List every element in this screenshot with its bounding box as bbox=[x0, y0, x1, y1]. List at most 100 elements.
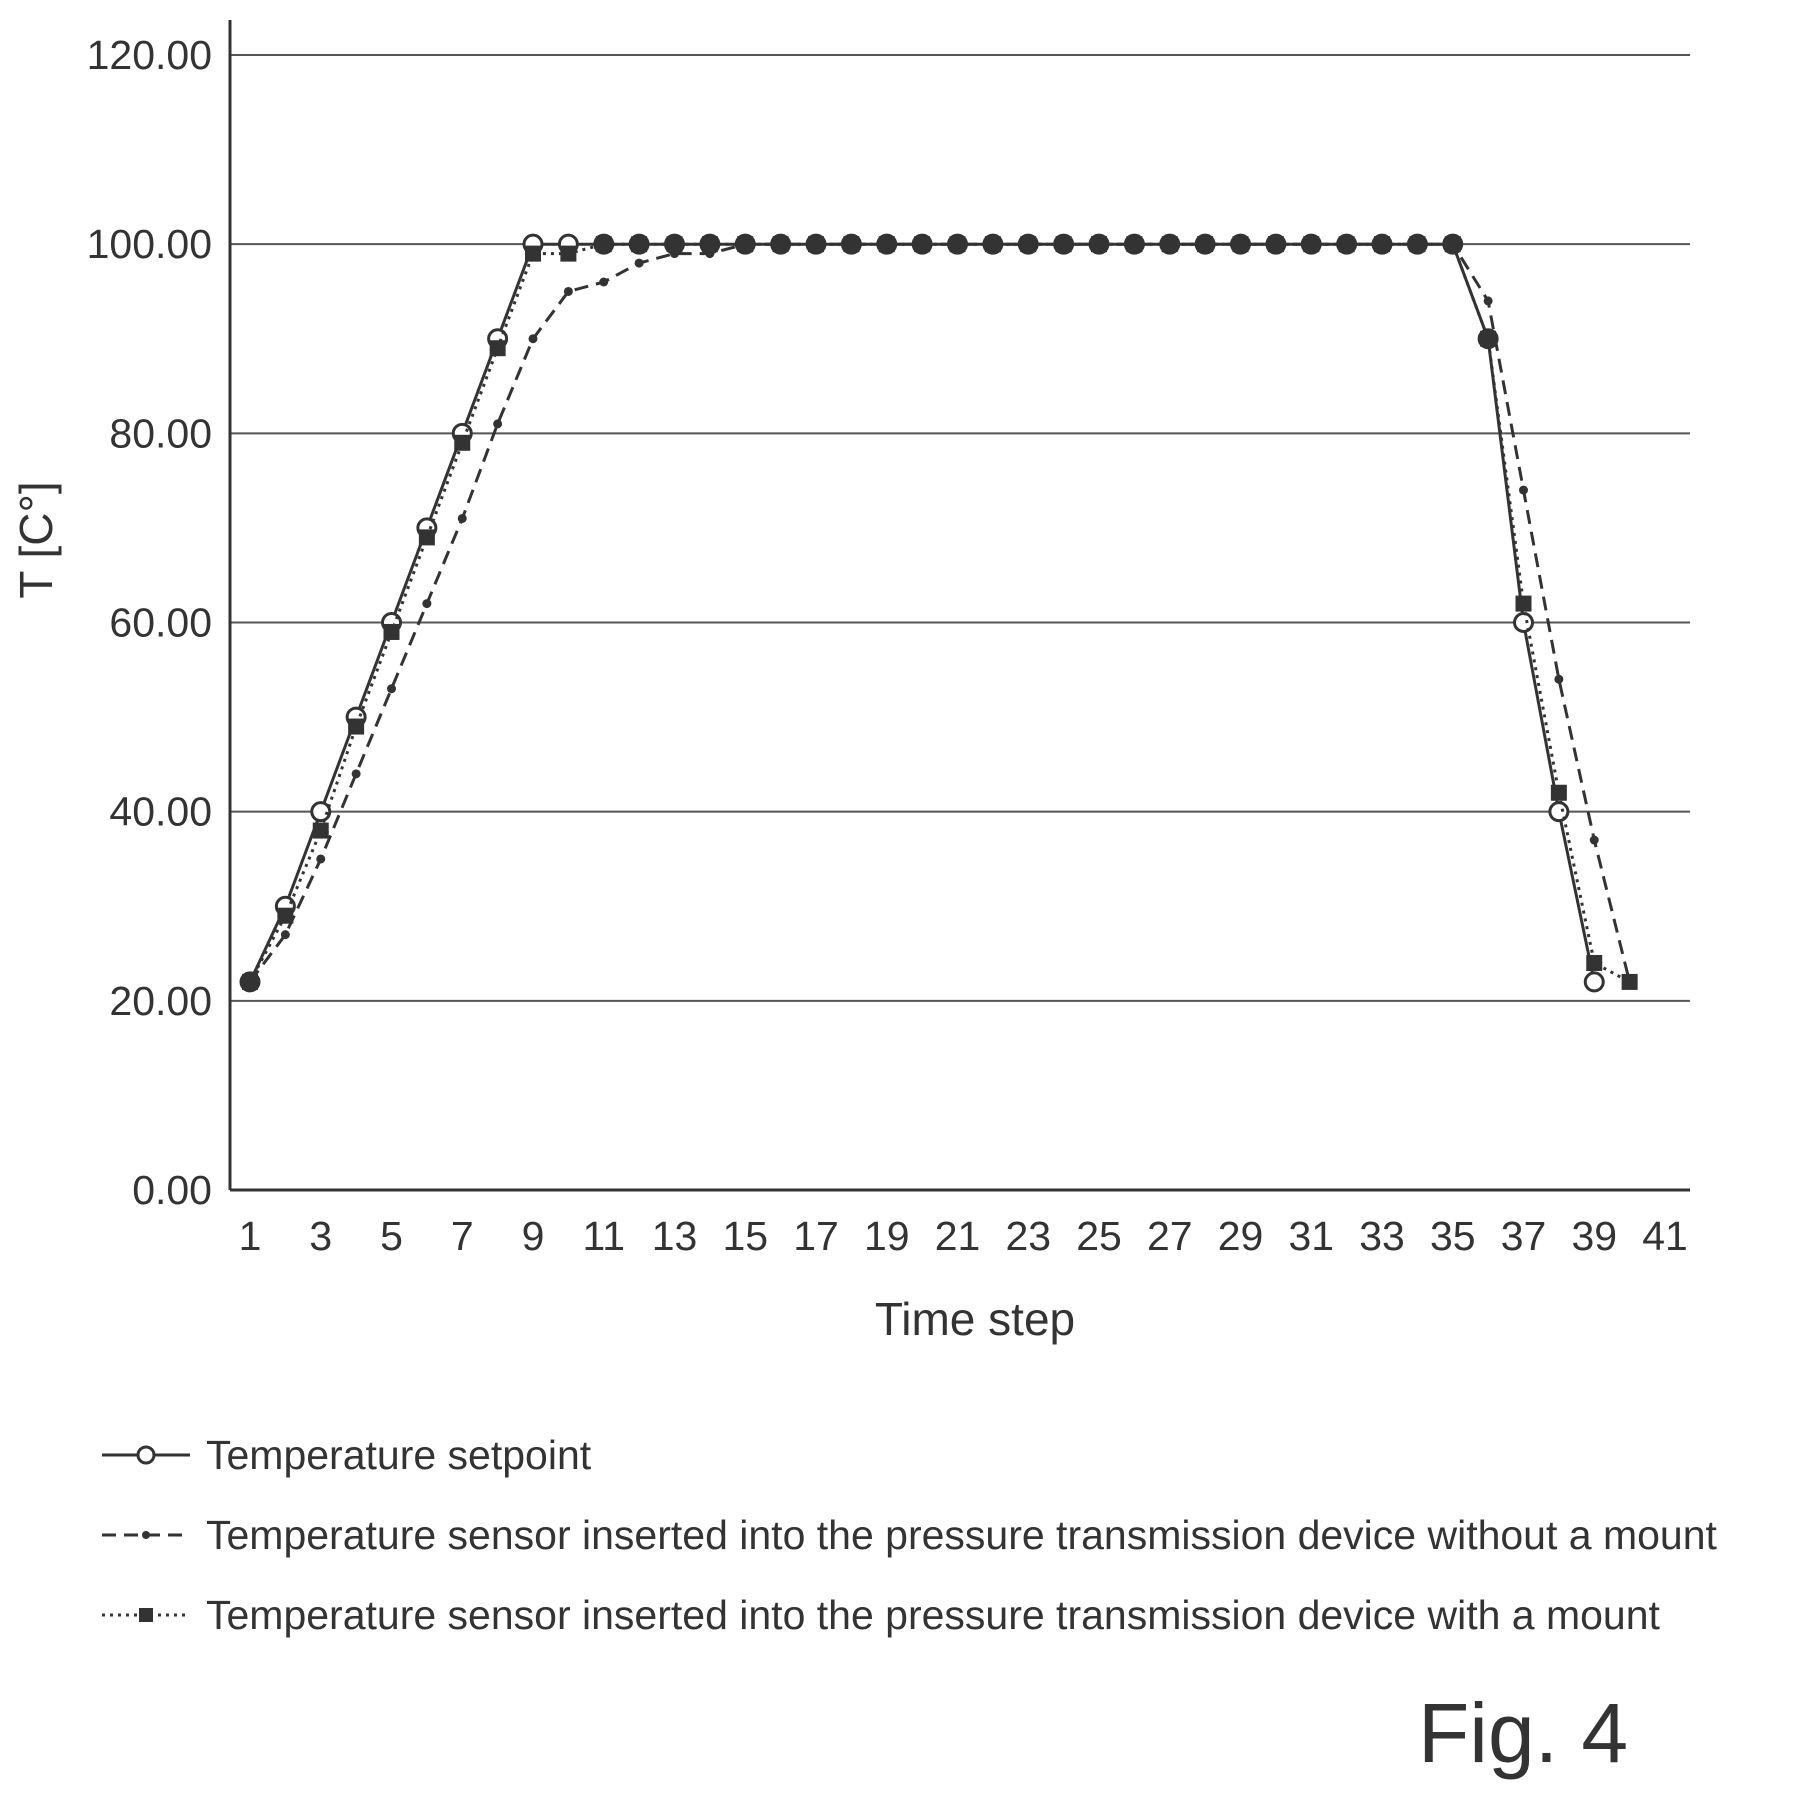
data-point bbox=[1515, 595, 1532, 612]
x-tick-label: 25 bbox=[1076, 1213, 1122, 1259]
data-point bbox=[984, 236, 1001, 253]
data-point bbox=[1589, 835, 1599, 845]
data-point bbox=[1374, 236, 1390, 253]
data-point bbox=[1409, 236, 1426, 253]
x-tick-label: 17 bbox=[793, 1213, 839, 1259]
series-with-mount bbox=[242, 236, 1638, 990]
data-point bbox=[1267, 236, 1284, 253]
data-point bbox=[1480, 330, 1497, 347]
axes bbox=[228, 20, 1690, 1192]
data-point bbox=[312, 822, 329, 839]
legend-label-without-mount: Temperature sensor inserted into the pre… bbox=[206, 1511, 1717, 1558]
legend-swatch-with-mount bbox=[102, 1608, 190, 1622]
data-point bbox=[310, 801, 332, 823]
x-tick-label: 15 bbox=[722, 1213, 768, 1259]
x-tick-label: 27 bbox=[1147, 1213, 1193, 1259]
y-tick-label: 60.00 bbox=[109, 600, 212, 646]
legend-item-without-mount: Temperature sensor inserted into the pre… bbox=[100, 1495, 1717, 1575]
data-point bbox=[1621, 973, 1638, 990]
data-point bbox=[316, 854, 326, 864]
x-tick-label: 9 bbox=[522, 1213, 545, 1259]
x-tick-label: 29 bbox=[1218, 1213, 1264, 1259]
x-tick-label: 19 bbox=[864, 1213, 910, 1259]
legend-label-setpoint: Temperature setpoint bbox=[206, 1431, 592, 1478]
data-point bbox=[418, 529, 435, 546]
x-tick-label: 13 bbox=[652, 1213, 698, 1259]
x-tick-label: 1 bbox=[239, 1213, 262, 1259]
data-point bbox=[1091, 236, 1107, 253]
data-point bbox=[595, 236, 612, 253]
legend-swatch-without-mount bbox=[102, 1531, 190, 1539]
legend-swatch-setpoint bbox=[102, 1445, 190, 1465]
y-tick-label: 40.00 bbox=[109, 789, 212, 835]
x-tick-label: 3 bbox=[309, 1213, 332, 1259]
y-tick-label: 80.00 bbox=[109, 410, 212, 456]
x-tick-label: 5 bbox=[380, 1213, 403, 1259]
y-axis-title: T [C°] bbox=[10, 481, 62, 598]
series-line-without-mount bbox=[248, 242, 1632, 983]
x-tick-label: 37 bbox=[1501, 1213, 1547, 1259]
data-point bbox=[1303, 236, 1320, 253]
data-point bbox=[914, 236, 931, 253]
data-point bbox=[280, 930, 290, 940]
x-tick-label: 33 bbox=[1359, 1213, 1405, 1259]
data-point bbox=[560, 245, 577, 262]
data-point bbox=[737, 236, 754, 253]
data-point bbox=[949, 236, 966, 253]
x-tick-labels: 1 3 5 7 9 11 13 15 17 19 21 23 25 27 29 31 33 35 37 39 41 bbox=[239, 1213, 1688, 1259]
x-tick-label: 39 bbox=[1571, 1213, 1617, 1259]
data-point bbox=[454, 434, 471, 451]
data-point bbox=[599, 277, 609, 287]
y-tick-label: 0.00 bbox=[132, 1167, 212, 1213]
data-point bbox=[701, 236, 718, 253]
x-tick-label: 31 bbox=[1288, 1213, 1334, 1259]
figure-label: Fig. 4 bbox=[1418, 1686, 1629, 1780]
data-point bbox=[387, 684, 396, 694]
data-point bbox=[1126, 236, 1143, 253]
y-tick-label: 120.00 bbox=[87, 32, 212, 78]
data-point bbox=[489, 340, 506, 357]
series-group bbox=[239, 233, 1638, 993]
data-point bbox=[1338, 236, 1355, 253]
legend-item-setpoint: Temperature setpoint bbox=[100, 1415, 1717, 1495]
data-point bbox=[525, 245, 541, 262]
data-point bbox=[1232, 236, 1249, 253]
data-point bbox=[422, 599, 432, 609]
data-point bbox=[634, 258, 644, 268]
data-point bbox=[563, 286, 573, 296]
data-point bbox=[351, 769, 361, 779]
data-point bbox=[1550, 784, 1567, 801]
x-tick-label: 35 bbox=[1430, 1213, 1476, 1259]
x-tick-label: 41 bbox=[1642, 1213, 1688, 1259]
data-point bbox=[1161, 236, 1178, 253]
data-point bbox=[457, 513, 467, 523]
data-point bbox=[1197, 236, 1214, 253]
series-without-mount bbox=[245, 239, 1635, 987]
data-point bbox=[843, 236, 860, 253]
data-point bbox=[1554, 674, 1564, 684]
data-point bbox=[493, 419, 503, 429]
legend: Temperature setpoint Temperature sensor … bbox=[100, 1415, 1717, 1655]
data-point bbox=[1055, 236, 1072, 253]
y-tick-labels: 0.00 20.00 40.00 60.00 80.00 100.00 120.00 bbox=[87, 32, 212, 1213]
data-point bbox=[1519, 485, 1528, 495]
data-point bbox=[383, 623, 400, 640]
data-point bbox=[528, 334, 538, 344]
grid-lines bbox=[230, 54, 1690, 1002]
data-point bbox=[242, 973, 258, 990]
data-point bbox=[631, 236, 648, 253]
data-point bbox=[1020, 236, 1037, 253]
x-tick-label: 23 bbox=[1005, 1213, 1051, 1259]
x-tick-label: 21 bbox=[935, 1213, 981, 1259]
series-setpoint bbox=[239, 233, 1605, 993]
data-point bbox=[1483, 296, 1493, 306]
series-line-with-mount bbox=[248, 242, 1631, 984]
data-point bbox=[1586, 955, 1603, 971]
data-point bbox=[1548, 801, 1570, 823]
y-tick-label: 100.00 bbox=[87, 221, 212, 267]
legend-item-with-mount: Temperature sensor inserted into the pre… bbox=[100, 1575, 1717, 1655]
legend-label-with-mount: Temperature sensor inserted into the pre… bbox=[206, 1591, 1660, 1638]
y-tick-label: 20.00 bbox=[109, 978, 212, 1024]
data-point bbox=[1513, 612, 1534, 633]
